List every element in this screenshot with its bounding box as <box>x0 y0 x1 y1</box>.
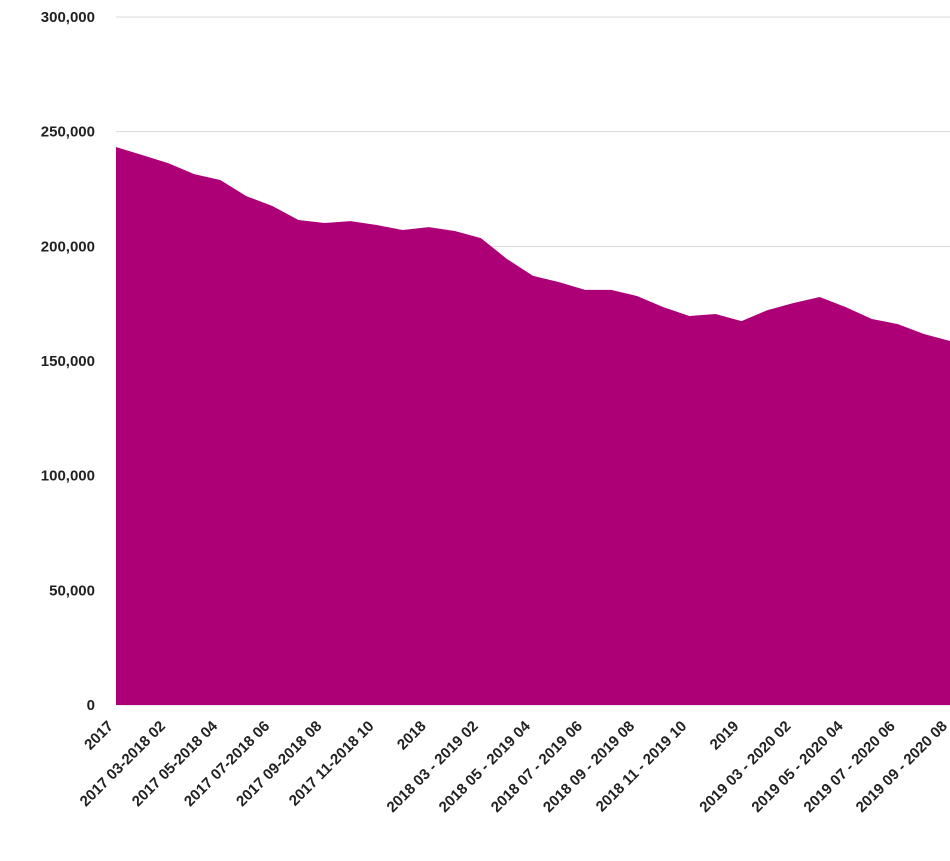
x-tick-label: 2019 <box>707 718 743 754</box>
y-tick-label: 50,000 <box>49 582 95 599</box>
y-tick-label: 250,000 <box>41 124 95 141</box>
x-tick-label: 2018 05 - 2019 04 <box>436 717 535 816</box>
x-tick-label: 2019 03 - 2020 02 <box>696 718 794 816</box>
y-tick-label: 0 <box>87 697 95 714</box>
y-tick-label: 150,000 <box>41 353 95 370</box>
x-tick-label: 2018 11 - 2019 10 <box>593 718 691 816</box>
x-tick-label: 2018 09 - 2019 08 <box>540 718 638 816</box>
x-tick-label: 2018 <box>394 718 430 754</box>
y-tick-label: 100,000 <box>41 468 95 485</box>
x-tick-label: 2018 03 - 2019 02 <box>384 718 482 816</box>
x-tick-label: 2019 05 - 2020 04 <box>748 717 847 816</box>
x-tick-label: 2019 07 - 2020 06 <box>801 718 899 816</box>
area <box>116 147 950 706</box>
x-tick-label: 2019 09 - 2020 08 <box>853 718 950 816</box>
y-tick-label: 200,000 <box>41 238 95 255</box>
y-tick-label: 300,000 <box>41 9 95 26</box>
x-tick-label: 2018 07 - 2019 06 <box>488 718 586 816</box>
x-tick-label: 2017 <box>81 718 117 754</box>
